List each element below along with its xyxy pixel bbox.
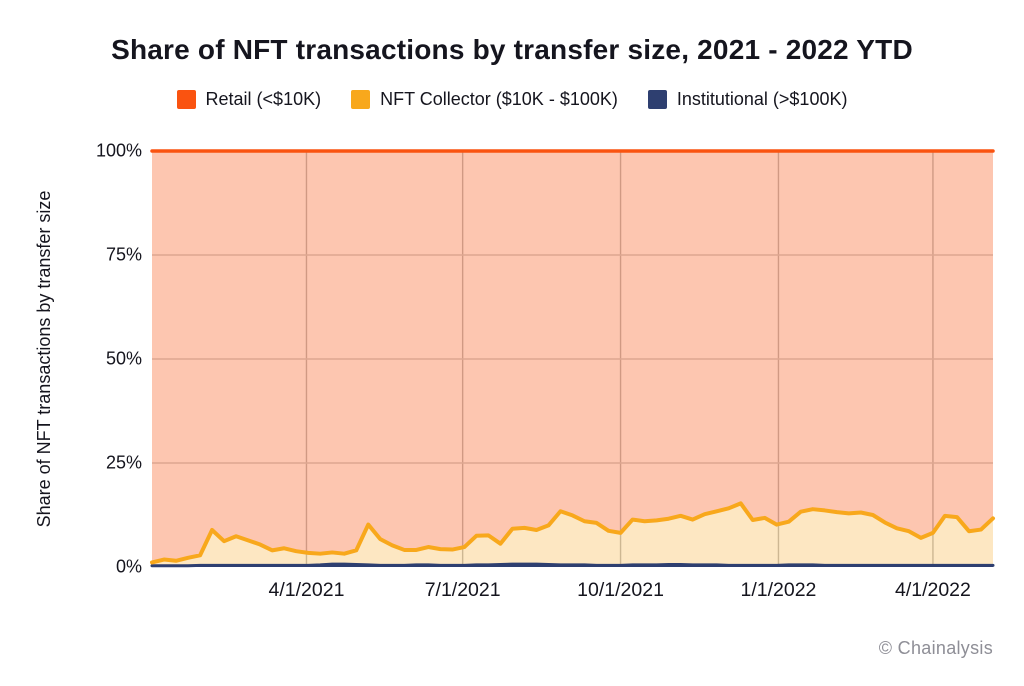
y-tick-25: 25% [105,452,142,473]
legend-label-collector: NFT Collector ($10K - $100K) [380,89,618,109]
y-tick-0: 0% [115,556,142,577]
x-tick-apr-2022: 4/1/2022 [894,579,971,601]
x-tick-jan-2022: 1/1/2022 [740,579,817,601]
legend-item-retail: Retail (<$10K) [176,89,322,110]
y-tick-100: 100% [95,140,142,161]
chart-title: Share of NFT transactions by transfer si… [111,34,913,65]
institutional-swatch-icon [647,90,667,109]
chainalysis-attribution: © Chainalysis [878,638,993,658]
y-tick-75: 75% [105,244,142,265]
stacked-area-plot [150,149,995,568]
retail-swatch-icon [176,90,196,109]
legend: Retail (<$10K) NFT Collector ($10K - $10… [0,89,1024,110]
legend-item-institutional: Institutional (>$100K) [647,89,848,110]
x-tick-jul-2021: 7/1/2021 [424,579,501,601]
x-tick-oct-2021: 10/1/2021 [577,579,664,601]
collector-swatch-icon [351,90,371,109]
legend-item-collector: NFT Collector ($10K - $100K) [351,89,618,110]
plot-canvas [150,149,995,568]
legend-label-retail: Retail (<$10K) [205,89,322,109]
legend-label-institutional: Institutional (>$100K) [676,89,848,109]
x-tick-apr-2021: 4/1/2021 [268,579,345,601]
y-tick-50: 50% [105,348,142,369]
